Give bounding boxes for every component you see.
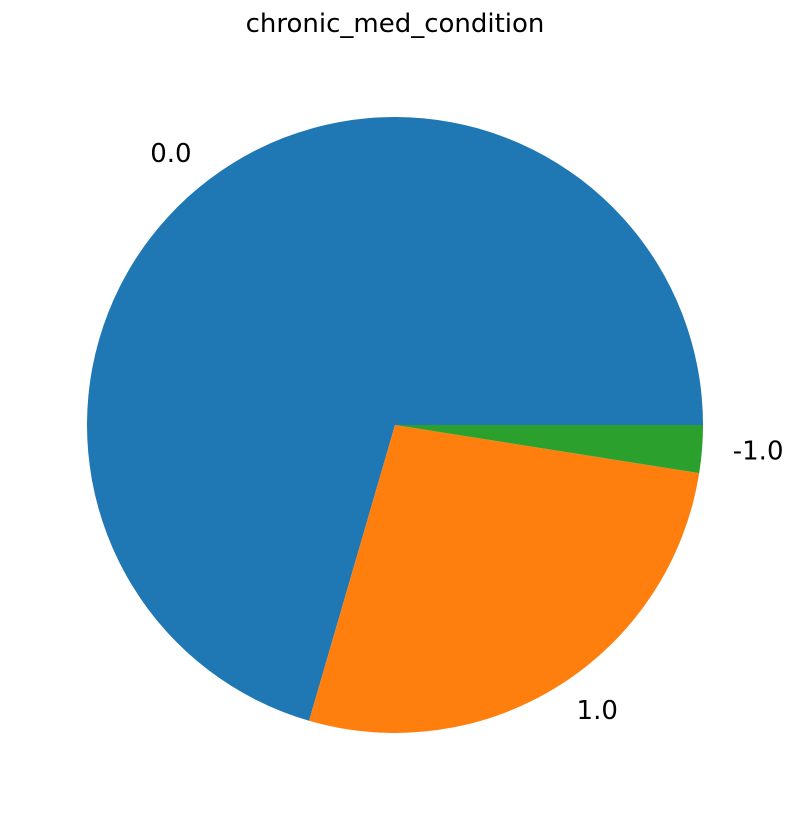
chart-title: chronic_med_condition bbox=[246, 9, 545, 39]
pie-slice-0-0 bbox=[87, 116, 704, 721]
pie-slice--1-0 bbox=[395, 425, 703, 474]
pie-label-1-0: 1.0 bbox=[577, 696, 618, 726]
pie-label--1-0: -1.0 bbox=[733, 437, 784, 467]
pie-label-0-0: 0.0 bbox=[150, 139, 191, 169]
pie-slice-1-0 bbox=[309, 425, 700, 734]
pie-labels: 0.0 1.0 -1.0 bbox=[150, 139, 783, 726]
pie-slices bbox=[87, 116, 704, 734]
